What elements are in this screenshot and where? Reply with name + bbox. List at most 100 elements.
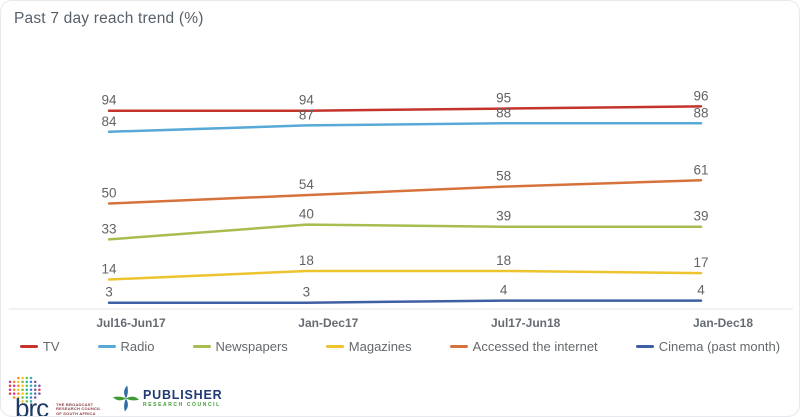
data-label: 61 [693, 162, 708, 177]
brc-dot [33, 388, 37, 391]
brc-dot [21, 384, 24, 388]
brc-dot [17, 384, 20, 388]
brc-dot [29, 396, 33, 399]
brc-dot [29, 380, 33, 384]
brc-dot [21, 388, 24, 391]
prc-name: PUBLISHER [143, 387, 223, 402]
data-label: 18 [299, 253, 314, 268]
legend-label: TV [42, 338, 60, 354]
brc-dot [33, 396, 37, 399]
brc-dot [17, 376, 20, 380]
data-label: 17 [693, 255, 708, 270]
data-label: 94 [101, 93, 117, 108]
legend-label: Magazines [348, 338, 412, 354]
brc-dot [33, 384, 37, 388]
data-label: 39 [693, 209, 708, 224]
prc-subtitle: RESEARCH COUNCIL [143, 402, 221, 409]
legend-item-accessed-the-internet[interactable]: Accessed the internet [449, 338, 598, 354]
legend-marker [192, 344, 211, 348]
brc-dot [12, 388, 16, 391]
prc-text: PUBLISHER RESEARCH COUNCIL [143, 387, 223, 409]
brc-dot [17, 400, 20, 403]
data-label: 50 [101, 186, 116, 201]
brc-dot [17, 388, 20, 391]
data-label: 40 [299, 207, 314, 222]
legend-marker [19, 344, 38, 348]
data-label: 95 [496, 91, 511, 106]
data-label: 3 [105, 285, 113, 300]
legend-item-tv[interactable]: TV [19, 338, 60, 354]
legend-label: Newspapers [215, 338, 288, 354]
brc-dot [38, 384, 41, 388]
legend-marker [449, 344, 468, 348]
publisher-research-council-logo: PUBLISHER RESEARCH COUNCIL [113, 385, 222, 412]
data-label: 3 [303, 285, 311, 300]
data-label: 88 [496, 105, 511, 120]
data-label: 84 [101, 114, 117, 129]
data-label: 4 [697, 283, 705, 298]
brc-dot [21, 392, 24, 395]
brc-dot [29, 376, 33, 380]
legend-label: Accessed the internet [472, 338, 598, 354]
data-label: 94 [299, 93, 315, 108]
legend-item-cinema-past-month-[interactable]: Cinema (past month) [635, 338, 781, 354]
data-label: 33 [101, 221, 116, 236]
series-line-radio [107, 122, 703, 134]
brc-dot [21, 376, 24, 380]
data-label: 14 [101, 262, 117, 277]
x-axis-label: Jan-Dec18 [693, 316, 753, 330]
brc-dots-icon [8, 376, 41, 403]
series-line-newspapers [107, 223, 703, 241]
chart-title: Past 7 day reach trend (%) [14, 10, 204, 27]
legend-marker [325, 344, 344, 348]
brc-dot [29, 400, 33, 403]
brc-tagline-line: OF SOUTH AFRICA [56, 410, 96, 416]
brc-dot [33, 392, 37, 395]
brc-dot [8, 392, 12, 395]
brc-logo: brc THE BROADCAST RESEARCH COUNCIL OF SO… [7, 373, 107, 417]
brc-dot [21, 400, 24, 403]
chart-legend: TV Radio Newspapers Magazines Accessed the i… [1, 335, 799, 357]
x-axis-label: Jul17-Jun18 [491, 316, 561, 330]
legend-item-magazines[interactable]: Magazines [325, 338, 412, 354]
data-label: 18 [496, 253, 511, 268]
brc-dot [17, 380, 20, 384]
x-axis-label: Jul16-Jun17 [96, 316, 166, 330]
brc-dot [25, 376, 29, 380]
brc-dot [12, 396, 16, 399]
brc-dot [25, 400, 29, 403]
x-axis-label: Jan-Dec17 [298, 316, 358, 330]
brc-dot [25, 384, 29, 388]
brc-dot [8, 388, 12, 391]
brc-wordmark: brc [15, 393, 49, 417]
brc-dot [21, 380, 24, 384]
brc-dot [29, 392, 33, 395]
brc-dot [12, 392, 16, 395]
brc-dot [25, 396, 29, 399]
brc-dot [8, 380, 12, 384]
brc-dot [8, 384, 12, 388]
brc-dot [17, 392, 20, 395]
legend-item-radio[interactable]: Radio [97, 338, 155, 354]
data-label: 88 [693, 105, 708, 120]
series-line-tv [107, 105, 703, 112]
brc-dot [29, 384, 33, 388]
legend-label: Radio [120, 338, 155, 354]
series-line-cinema-past-month- [107, 299, 703, 304]
legend-marker [97, 344, 116, 348]
prc-pinwheel-icon [113, 385, 139, 412]
brc-dot [33, 380, 37, 384]
brc-dot [25, 392, 29, 395]
brc-tagline: THE BROADCAST RESEARCH COUNCIL OF SOUTH … [56, 402, 101, 416]
brc-dot [25, 380, 29, 384]
legend-item-newspapers[interactable]: Newspapers [192, 338, 288, 354]
brc-dot [38, 388, 41, 391]
brc-dot [12, 380, 16, 384]
data-label: 58 [496, 169, 511, 184]
legend-label: Cinema (past month) [658, 338, 781, 354]
brc-dot [25, 388, 29, 391]
brc-dot [21, 396, 24, 399]
data-label: 96 [693, 88, 708, 103]
